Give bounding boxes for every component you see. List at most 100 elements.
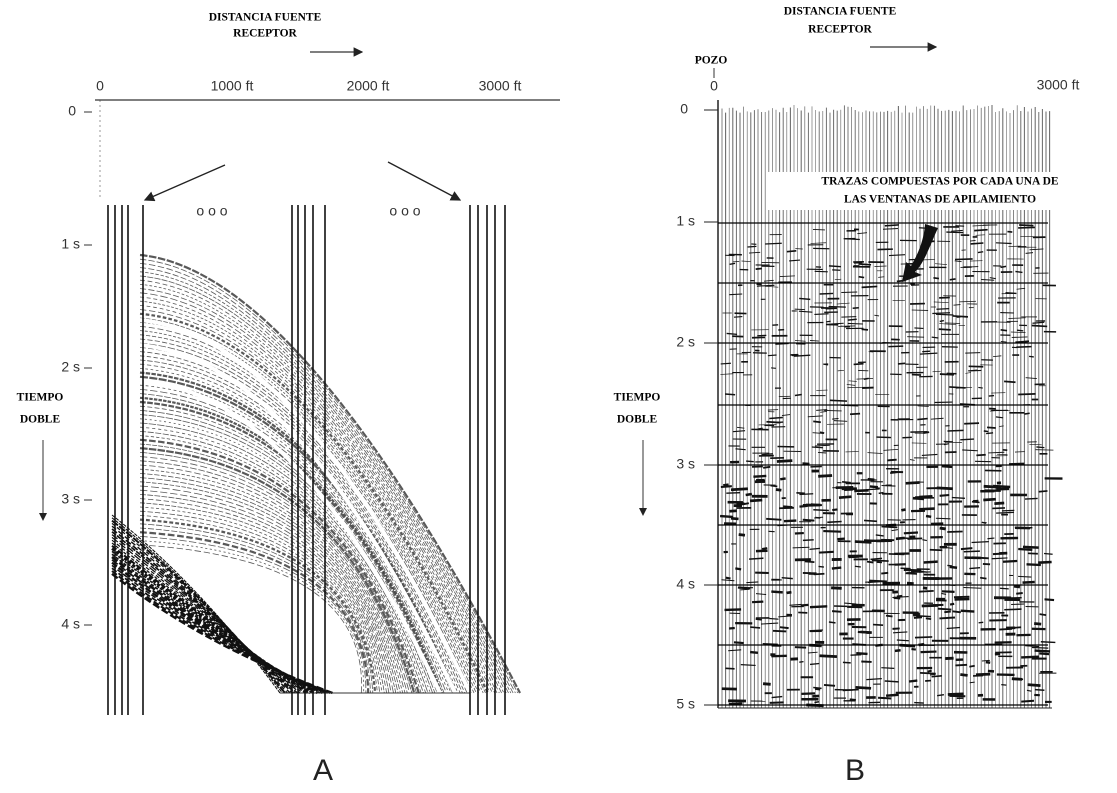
event [1001, 509, 1015, 512]
event [828, 621, 836, 624]
event [951, 229, 963, 232]
event [989, 277, 996, 280]
event [935, 313, 954, 316]
event [749, 557, 764, 560]
reflection [139, 460, 408, 694]
event [813, 420, 821, 424]
x-axis-title: DISTANCIA FUENTE [784, 6, 897, 18]
event [882, 227, 898, 230]
event [814, 313, 829, 316]
event [871, 559, 889, 562]
event [1025, 252, 1034, 254]
event [1025, 377, 1037, 379]
event [793, 354, 811, 357]
event [757, 427, 763, 431]
event [814, 700, 820, 704]
event [814, 687, 821, 691]
event [789, 603, 802, 606]
event [919, 507, 935, 511]
reflection [139, 363, 461, 694]
event [853, 362, 864, 366]
event [798, 310, 813, 313]
event [988, 451, 1005, 454]
event [760, 622, 779, 625]
event [833, 420, 848, 422]
event [1029, 248, 1044, 251]
reflection [139, 279, 507, 694]
event [1031, 324, 1048, 328]
event [877, 696, 892, 700]
event [775, 488, 782, 492]
event [939, 319, 945, 323]
event [983, 430, 989, 433]
event [959, 300, 976, 303]
event [1034, 622, 1042, 626]
event [923, 560, 938, 564]
event [947, 692, 964, 696]
event [917, 417, 928, 421]
event [756, 284, 775, 287]
reflection [139, 544, 362, 694]
event [881, 525, 898, 529]
event [855, 686, 872, 690]
reflection [139, 263, 516, 694]
event [818, 474, 833, 478]
event [730, 517, 739, 521]
event [796, 492, 805, 495]
event [1009, 462, 1025, 466]
reflection [139, 396, 443, 694]
event [923, 431, 930, 435]
reflection [139, 422, 429, 694]
event [939, 493, 950, 497]
event [983, 497, 996, 502]
event [919, 352, 938, 355]
event [826, 320, 831, 323]
reflection [139, 435, 422, 694]
y-axis-title: TIEMPO [17, 392, 64, 404]
reflection [139, 296, 498, 694]
event [933, 276, 940, 280]
event [969, 567, 981, 570]
event [810, 242, 827, 244]
reflection [139, 477, 399, 694]
event [983, 484, 1001, 489]
event [1027, 683, 1041, 687]
event [849, 698, 856, 702]
event [776, 421, 784, 424]
event [844, 602, 857, 605]
event [962, 449, 978, 452]
reflection [139, 284, 505, 694]
event [885, 693, 899, 697]
event [771, 695, 783, 699]
event [857, 232, 868, 235]
event [856, 377, 874, 380]
event [1021, 655, 1039, 659]
event [854, 540, 872, 544]
event [767, 354, 777, 357]
event [720, 373, 734, 375]
x-label: 0 [96, 78, 104, 94]
event [920, 671, 936, 675]
event [819, 431, 825, 435]
reflection [139, 523, 374, 694]
reflection [139, 518, 377, 694]
event [917, 405, 929, 407]
event [987, 426, 996, 429]
event [818, 565, 825, 568]
event [726, 332, 738, 336]
event [823, 683, 836, 687]
event [841, 291, 858, 294]
event [874, 265, 887, 267]
event [779, 275, 795, 277]
event [920, 650, 937, 654]
annotation-arrow [902, 224, 938, 282]
x-axis-title: RECEPTOR [233, 28, 297, 40]
event [888, 345, 904, 348]
event [949, 602, 955, 606]
event [769, 617, 779, 620]
event [802, 518, 815, 522]
event [941, 590, 955, 593]
event [809, 547, 821, 550]
event [884, 224, 899, 227]
